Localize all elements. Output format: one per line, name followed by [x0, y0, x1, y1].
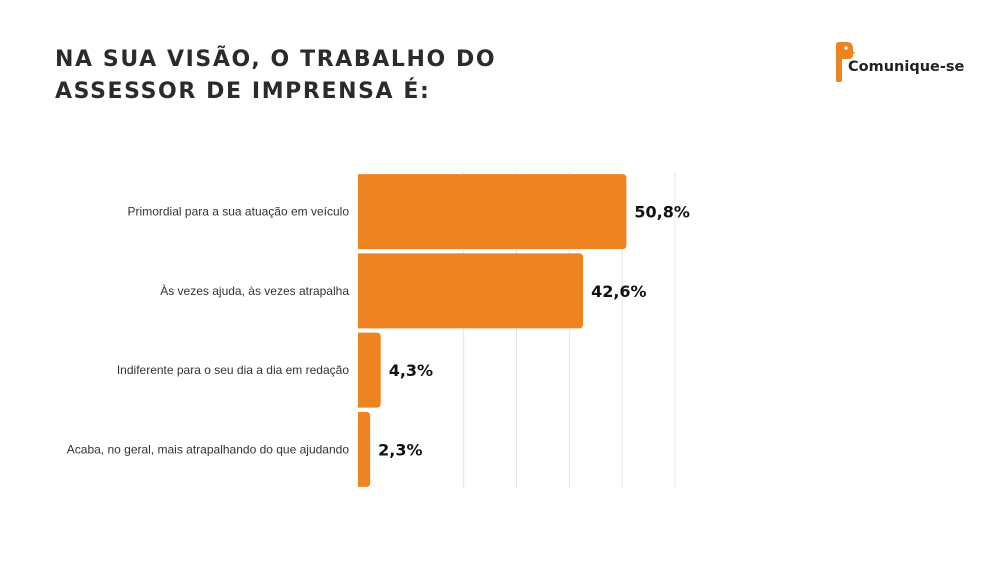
- value-label: 42,6%: [591, 282, 647, 301]
- bar: [358, 332, 381, 408]
- chart-title: NA SUA VISÃO, O TRABALHO DO ASSESSOR DE …: [55, 44, 575, 108]
- title-line-2: ASSESSOR DE IMPRENSA É:: [55, 79, 431, 104]
- brand-name: Comunique-se: [848, 59, 965, 75]
- value-label: 2,3%: [378, 440, 422, 459]
- bar: [358, 411, 371, 487]
- value-label: 50,8%: [634, 203, 690, 222]
- value-label: 4,3%: [389, 361, 433, 380]
- category-label: Primordial para a sua atuação em veículo: [128, 205, 350, 219]
- bar: [358, 253, 584, 329]
- speech-bubble-logo-icon: [836, 42, 855, 82]
- category-label: Às vezes ajuda, às vezes atrapalha: [160, 283, 349, 298]
- category-label: Indiferente para o seu dia a dia em reda…: [117, 363, 349, 377]
- bar: [358, 174, 627, 250]
- brand-logo: Comunique-se: [833, 41, 965, 83]
- title-line-1: NA SUA VISÃO, O TRABALHO DO: [55, 47, 497, 72]
- category-label: Acaba, no geral, mais atrapalhando do qu…: [67, 442, 350, 456]
